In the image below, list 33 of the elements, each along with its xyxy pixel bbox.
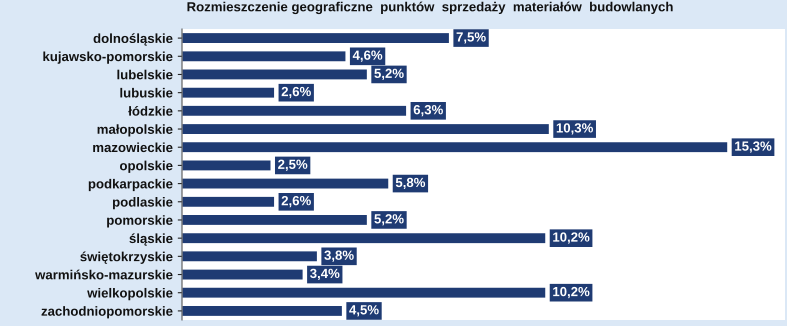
- data-label: 5,2%: [374, 68, 404, 80]
- y-tick-label: śląskie: [129, 233, 173, 246]
- y-tick-label: podlaskie: [112, 197, 173, 210]
- y-tick-label: dolnośląskie: [94, 33, 173, 46]
- y-tick-label: lubuskie: [120, 88, 173, 98]
- data-label: 7,5%: [456, 32, 486, 44]
- y-tick-label: małopolskie: [98, 124, 173, 137]
- y-tick-label: pomorskie: [107, 215, 173, 228]
- y-tick-label: opolskie: [120, 160, 173, 173]
- data-label: 4,6%: [352, 50, 382, 62]
- data-label: 5,8%: [396, 178, 426, 190]
- data-label: 3,8%: [324, 250, 354, 262]
- data-label: 2,6%: [282, 86, 311, 98]
- data-label: 15,3%: [735, 141, 772, 153]
- chart-title: Rozmieszczenie geograficzne punktów sprzedaży materiałów budowlanych: [187, 2, 673, 14]
- data-label: 10,3%: [556, 123, 593, 134]
- data-label: 3,4%: [310, 268, 340, 280]
- y-tick-label: łódzkie: [128, 106, 173, 116]
- data-label: 6,3%: [414, 105, 443, 116]
- data-label: 10,2%: [553, 286, 590, 298]
- y-tick-label: świętokrzyskie: [80, 252, 173, 264]
- y-tick-label: lubelskie: [117, 70, 173, 80]
- data-label: 5,2%: [374, 214, 404, 226]
- y-tick-label: warmińsko-mazurskie: [35, 270, 173, 280]
- y-tick-label: podkarpackie: [88, 178, 173, 192]
- data-label: 10,2%: [553, 232, 590, 244]
- y-tick-label: kujawsko-pomorskie: [43, 52, 173, 64]
- y-tick-label: zachodniopomorskie: [42, 306, 173, 318]
- data-label: 4,5%: [349, 305, 379, 316]
- y-tick-label: wielkopolskie: [87, 288, 173, 300]
- data-label: 2,5%: [278, 160, 308, 171]
- y-tick-label: mazowieckie: [93, 142, 173, 152]
- data-label: 2,6%: [282, 196, 311, 208]
